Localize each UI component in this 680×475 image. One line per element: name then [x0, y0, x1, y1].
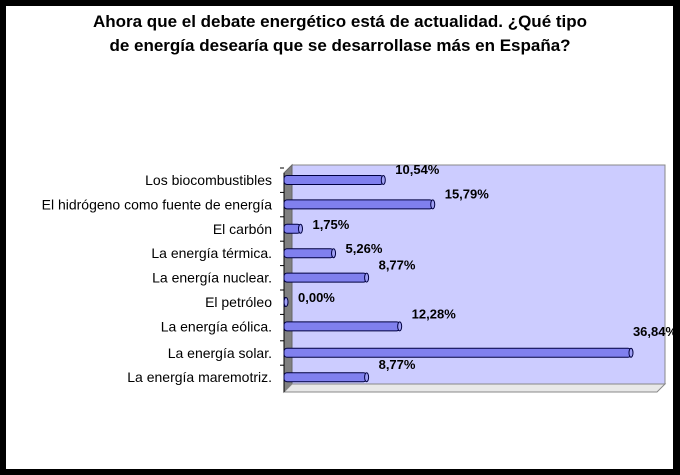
category-label: Los biocombustibles: [145, 172, 272, 188]
bar: [283, 175, 384, 185]
title-line-2: de energía desearía que se desarrollase …: [109, 36, 571, 55]
bar-end-cap: [380, 175, 386, 185]
bar-end-cap: [283, 297, 289, 307]
bar-end-cap: [430, 199, 436, 210]
plot-floor: [282, 383, 667, 393]
data-label: 15,79%: [445, 186, 490, 201]
bar: [283, 272, 368, 283]
category-label: La energía nuclear.: [152, 270, 272, 286]
category-label: El hidrógeno como fuente de energía: [42, 196, 273, 212]
title-line-1: Ahora que el debate energético está de a…: [92, 12, 588, 31]
category-label: El carbón: [213, 221, 272, 237]
data-label: 0,00%: [298, 290, 335, 305]
bar: [283, 199, 434, 210]
data-label: 1,75%: [312, 217, 349, 232]
category-label: La energía eólica.: [161, 318, 272, 334]
bar-end-cap: [297, 223, 303, 234]
bar-end-cap: [397, 321, 403, 332]
bar-end-cap: [364, 372, 370, 383]
data-label: 10,54%: [395, 162, 440, 177]
bar: [283, 321, 401, 332]
data-label: 36,84%: [633, 324, 678, 339]
bar-end-cap: [364, 272, 370, 283]
data-label: 5,26%: [346, 241, 383, 256]
data-label: 12,28%: [412, 306, 457, 321]
bar-end-cap: [628, 347, 634, 358]
bar: [283, 248, 335, 259]
category-label: El petróleo: [205, 294, 272, 310]
bar: [283, 372, 368, 383]
bar: [283, 347, 632, 358]
category-label: La energía térmica.: [151, 245, 272, 261]
data-label: 8,77%: [379, 258, 416, 273]
category-label: La energía maremotriz.: [127, 369, 272, 385]
category-label: La energía solar.: [168, 345, 272, 361]
chart-title: Ahora que el debate energético está de a…: [0, 10, 680, 58]
data-label: 8,77%: [379, 357, 416, 372]
bar-end-cap: [331, 248, 337, 259]
